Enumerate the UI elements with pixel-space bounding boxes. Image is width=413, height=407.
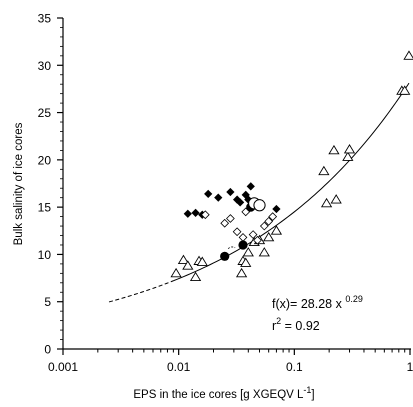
fit-curve [108, 82, 410, 303]
x-tick-label: 1 [407, 360, 413, 374]
open-triangle-marker [342, 151, 354, 161]
open-triangle-marker [320, 197, 333, 208]
open-triangle-marker [403, 50, 413, 60]
filled-diamond-marker [183, 209, 192, 218]
data-markers [170, 50, 413, 282]
stray-mark [227, 246, 236, 250]
open-diamond-marker [268, 212, 278, 221]
filled-diamond-marker [246, 182, 255, 191]
filled-diamond-marker [191, 208, 200, 217]
filled-diamond-marker [236, 198, 245, 207]
open-diamond-marker [232, 227, 242, 237]
x-tick-label: 0.1 [286, 360, 303, 374]
x-tick-label: 0.01 [167, 360, 191, 374]
open-triangle-marker [182, 260, 194, 270]
y-tick-label: 15 [38, 201, 52, 215]
y-axis-title: Bulk salinity of ice cores [13, 122, 25, 245]
open-triangle-marker [170, 267, 182, 278]
open-triangle-marker [343, 143, 356, 154]
open-triangle-marker [258, 247, 270, 257]
r-squared-label: r2 = 0.92 [272, 316, 320, 333]
x-tick-label: 0.001 [48, 360, 78, 374]
y-tick-label: 35 [38, 12, 52, 26]
fit-curve-solid [173, 82, 410, 282]
filled-diamond-marker [272, 204, 281, 214]
x-axis-title: EPS in the ice cores [g XGEQV L-1] [133, 385, 314, 401]
open-triangle-marker [318, 165, 330, 176]
y-tick-label: 0 [44, 343, 51, 357]
y-tick-label: 10 [38, 248, 52, 262]
y-tick-label: 25 [38, 106, 52, 120]
open-circle-marker [253, 199, 266, 212]
y-tick-label: 5 [44, 295, 51, 309]
filled-diamond-marker [214, 193, 223, 202]
open-triangle-marker [399, 85, 411, 95]
open-triangle-marker [240, 257, 252, 267]
filled-diamond-marker [226, 187, 235, 197]
open-triangle-marker [235, 267, 248, 278]
open-triangle-marker [263, 231, 275, 242]
open-triangle-marker [270, 225, 283, 235]
open-triangle-marker [189, 271, 202, 282]
x-tick-labels: 0.001 0.01 0.1 1 [48, 360, 413, 374]
open-diamond-marker [259, 221, 269, 231]
filled-circle-marker [238, 240, 248, 250]
y-tick-label: 20 [38, 153, 52, 167]
fit-curve-dashed [108, 280, 174, 303]
filled-circle-marker [220, 251, 230, 261]
open-diamond-marker [220, 218, 230, 228]
open-diamond-marker [253, 235, 262, 245]
open-triangle-marker [177, 254, 190, 265]
fit-equation-exponent: 0.29 [345, 294, 363, 304]
y-tick-labels: 0 5 10 15 20 25 30 35 [38, 12, 52, 357]
open-triangle-marker [328, 144, 340, 155]
open-diamond-marker [264, 216, 274, 226]
plot-area: 0.001 0.01 0.1 1 0 5 10 15 20 25 30 35 [38, 12, 413, 374]
x-ticks [62, 349, 411, 355]
open-triangle-marker [330, 194, 342, 204]
open-diamond-marker [200, 210, 210, 220]
open-diamond-marker [238, 233, 248, 242]
y-tick-label: 30 [38, 59, 52, 73]
y-ticks [57, 17, 63, 350]
fit-equation: f(x)= 28.28 x 0.29 [272, 294, 363, 311]
open-triangle-marker [242, 247, 254, 257]
open-diamond-marker [226, 214, 235, 223]
open-triangle-marker [196, 256, 208, 266]
open-diamond-marker [248, 230, 258, 239]
filled-diamond-marker [204, 189, 213, 199]
